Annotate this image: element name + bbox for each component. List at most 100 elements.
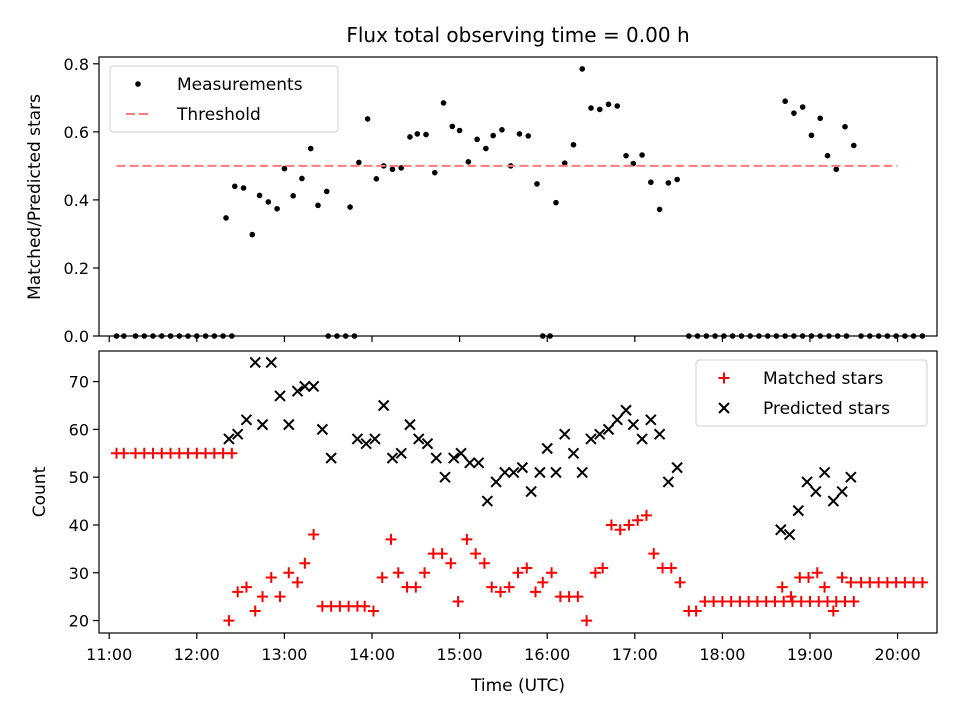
data-point [833, 166, 840, 173]
data-point [367, 605, 379, 617]
data-point [423, 131, 429, 138]
data-point [369, 433, 381, 445]
data-point [576, 466, 588, 479]
x-tick-label: 13:00 [261, 645, 307, 664]
y-tick-label: 0.8 [64, 55, 89, 74]
data-point [360, 438, 372, 450]
legend-top: Measurements Threshold [109, 65, 339, 133]
data-point [632, 514, 644, 526]
data-point [465, 158, 472, 165]
data-point [472, 457, 485, 469]
data-point [581, 615, 593, 627]
data-point [645, 414, 657, 426]
legend-bottom: Matched stars Predicted stars [695, 359, 928, 427]
data-point [292, 576, 304, 588]
data-point [848, 595, 860, 607]
data-point [461, 533, 473, 545]
data-point [611, 414, 623, 426]
data-point [791, 110, 797, 116]
data-point [395, 447, 407, 459]
legend-box [695, 359, 928, 427]
data-point [464, 457, 476, 469]
data-point [537, 576, 549, 588]
data-point [662, 476, 675, 488]
data-point [525, 133, 532, 139]
data-point [249, 356, 261, 369]
data-point [470, 548, 482, 560]
data-point [283, 567, 295, 579]
data-point [407, 134, 413, 140]
data-point [452, 595, 464, 607]
legend-marker [718, 402, 730, 414]
data-point [530, 586, 542, 598]
data-point [665, 562, 677, 574]
data-point [916, 576, 928, 588]
legend-box [109, 65, 339, 133]
series-matched-stars [111, 447, 928, 627]
data-point [553, 199, 559, 206]
data-point [316, 423, 329, 436]
chart-title: Flux total observing time = 0.00 h [346, 23, 689, 47]
data-point [430, 452, 442, 464]
data-point [512, 567, 524, 579]
data-point [385, 533, 397, 545]
data-point [819, 581, 831, 593]
data-point [602, 423, 615, 436]
data-point [414, 131, 421, 137]
data-point [307, 380, 320, 393]
data-point [567, 447, 580, 459]
data-point [456, 127, 463, 134]
data-point [665, 180, 672, 186]
series-predicted-stars [223, 356, 857, 541]
data-point [636, 433, 648, 445]
data-point [648, 179, 654, 186]
data-point [656, 206, 663, 213]
data-point [579, 66, 586, 72]
data-point [404, 418, 416, 431]
data-point [265, 356, 277, 369]
data-point [588, 105, 594, 111]
data-point [256, 418, 269, 431]
data-point [594, 428, 606, 440]
y-tick-label: 20 [69, 612, 89, 631]
data-point [421, 438, 434, 450]
data-point [850, 142, 857, 149]
data-point [623, 519, 635, 531]
data-point [347, 204, 353, 210]
x-tick-label: 14:00 [349, 645, 395, 664]
y-tick-label: 0.6 [64, 123, 89, 142]
x-tick-label: 19:00 [787, 645, 833, 664]
data-point [377, 399, 390, 412]
data-point [481, 495, 494, 507]
data-point [516, 131, 523, 137]
data-point [483, 145, 489, 152]
data-point [499, 127, 505, 133]
plot-frame-bottom [98, 350, 938, 634]
data-point [824, 152, 831, 159]
x-axis-label: Time (UTC) [470, 676, 565, 696]
data-point [842, 123, 848, 130]
data-point [325, 452, 337, 464]
data-point [265, 199, 272, 205]
data-point [614, 524, 626, 536]
data-point [449, 123, 456, 130]
data-point [653, 428, 666, 440]
y-tick-label: 70 [69, 373, 89, 392]
data-point [494, 586, 506, 598]
data-point [782, 98, 788, 105]
data-point [534, 181, 540, 187]
data-point [776, 581, 788, 593]
data-point [572, 591, 584, 603]
data-point [455, 447, 467, 459]
data-point [589, 567, 601, 579]
data-point [440, 100, 447, 106]
data-point [507, 466, 520, 479]
data-point [534, 466, 546, 479]
y-axis-label-bottom: Count [30, 466, 50, 517]
data-point [818, 466, 831, 479]
x-tick-label: 17:00 [612, 645, 658, 664]
y-tick-label: 40 [69, 516, 89, 535]
legend-label: Measurements [177, 75, 303, 95]
data-point [803, 572, 815, 584]
